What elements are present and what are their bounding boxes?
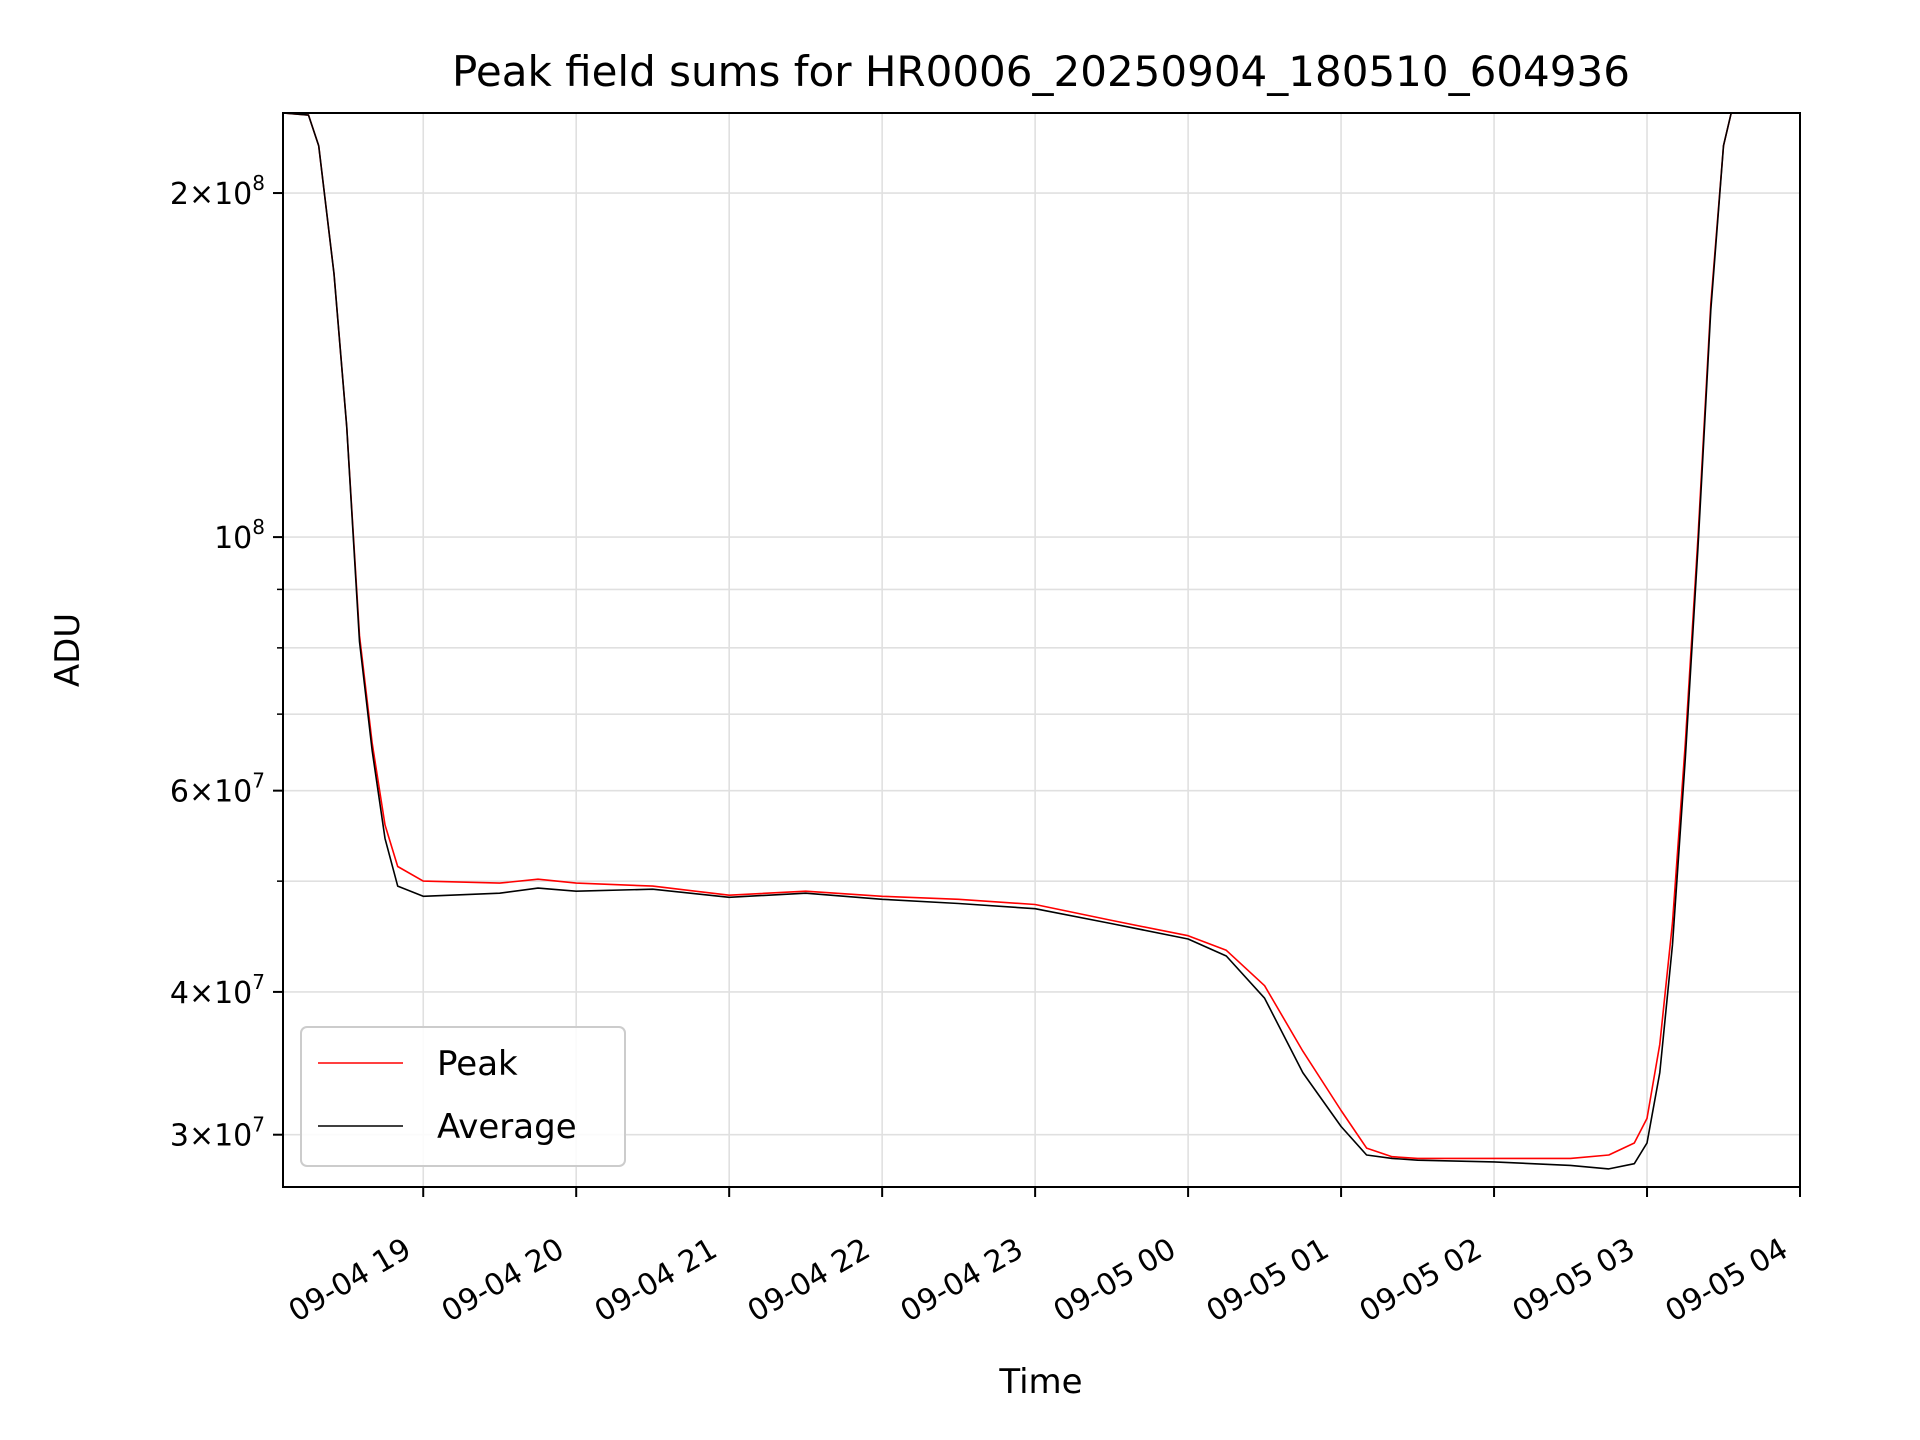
chart-title: Peak field sums for HR0006_20250904_1805… (452, 47, 1630, 96)
y-tick-label: 3×107 (170, 1113, 265, 1154)
legend-box (300, 1026, 626, 1167)
y-tick-label: 4×107 (170, 970, 265, 1011)
legend: Peak Average (300, 1026, 626, 1167)
y-tick-label: 2×108 (170, 171, 265, 212)
x-axis-label: Time (998, 1362, 1082, 1402)
y-tick-label: 108 (214, 515, 265, 556)
plot-frame (282, 112, 1801, 1188)
legend-label-average: Average (437, 1107, 577, 1147)
legend-label-peak: Peak (437, 1044, 518, 1084)
series-line-average (282, 112, 1732, 1170)
y-tick-label: 6×107 (170, 769, 265, 810)
series-line-peak (282, 112, 1732, 1160)
plot-lines (282, 112, 1732, 1170)
y-axis-label: ADU (48, 613, 88, 687)
grid (283, 113, 1801, 1187)
